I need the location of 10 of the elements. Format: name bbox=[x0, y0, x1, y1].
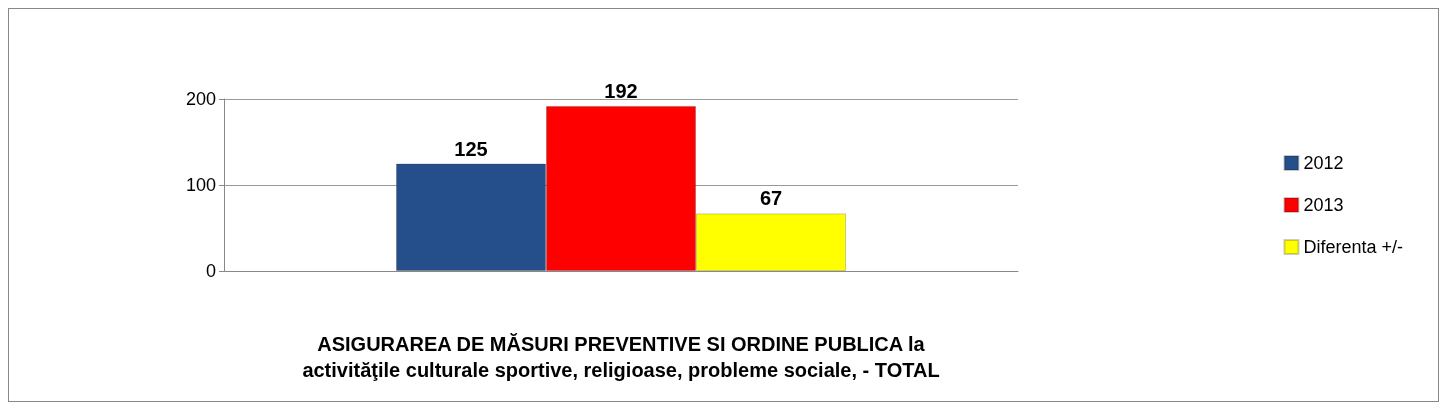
y-tick-label: 0 bbox=[205, 261, 216, 281]
y-tick-label: 200 bbox=[185, 89, 216, 109]
legend-label: 2013 bbox=[1303, 195, 1344, 215]
legend-label: 2012 bbox=[1303, 153, 1344, 173]
data-label: 125 bbox=[454, 137, 488, 160]
y-tick-label: 100 bbox=[185, 175, 216, 195]
data-label: 67 bbox=[759, 187, 783, 210]
x-axis-title: ASIGURAREA DE MĂSURI PREVENTIVE SI ORDINE PUBLICA la activităţile culturale sportive, religioase, probleme sociale, - TOTAL bbox=[302, 333, 940, 381]
legend-label: Diferenta +/- bbox=[1303, 237, 1404, 257]
data-label: 192 bbox=[604, 79, 638, 102]
